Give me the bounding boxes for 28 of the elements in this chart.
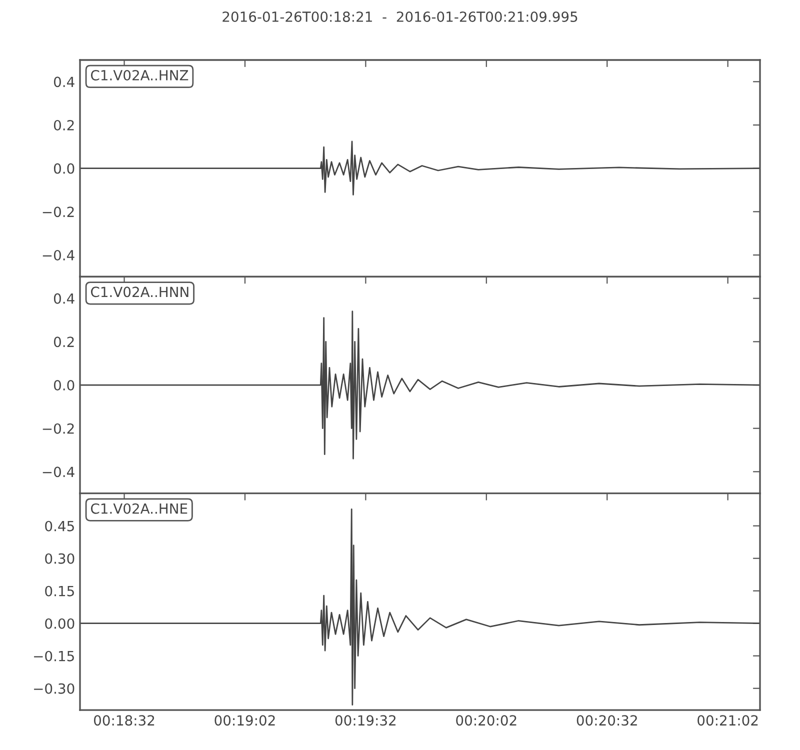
- y-tick-label: 0.30: [45, 553, 74, 564]
- y-tick-label: 0.00: [45, 618, 74, 629]
- x-tick-label: 00:18:32: [94, 715, 154, 726]
- annotation: C1.V02A..HNZ: [90, 70, 188, 80]
- y-tick-label: −0.2: [42, 423, 74, 434]
- x-tick-label: 00:20:02: [456, 715, 516, 726]
- y-tick-label: −0.4: [42, 250, 74, 260]
- annotation: C1.V02A..HNE: [90, 503, 188, 514]
- x-tick-label: 00:19:02: [214, 715, 275, 726]
- y-tick-label: 0.0: [54, 163, 74, 174]
- chart-title: 2016-01-26T00:18:21 - 2016-01-26T00:21:09.995: [222, 11, 578, 22]
- line-series: [80, 310, 760, 460]
- y-tick-label: −0.4: [42, 466, 74, 478]
- x-tick-label: 00:20:32: [576, 715, 637, 726]
- line-series: [80, 140, 760, 196]
- x-tick-label: 00:19:32: [335, 715, 396, 726]
- x-tick-label: 00:21:02: [698, 715, 758, 726]
- y-tick-label: −0.30: [34, 683, 74, 694]
- annotation: C1.V02A..HNN: [90, 286, 188, 298]
- y-tick-label: −0.15: [34, 650, 74, 662]
- y-tick-label: −0.2: [42, 206, 74, 218]
- y-tick-label: 0.4: [54, 76, 74, 88]
- y-tick-label: 0.2: [54, 336, 74, 348]
- y-tick-label: 0.45: [45, 520, 74, 532]
- y-tick-label: 0.2: [54, 120, 74, 130]
- y-tick-label: 0.0: [54, 380, 74, 390]
- y-tick-label: 0.4: [54, 293, 74, 304]
- y-tick-label: 0.15: [45, 586, 74, 596]
